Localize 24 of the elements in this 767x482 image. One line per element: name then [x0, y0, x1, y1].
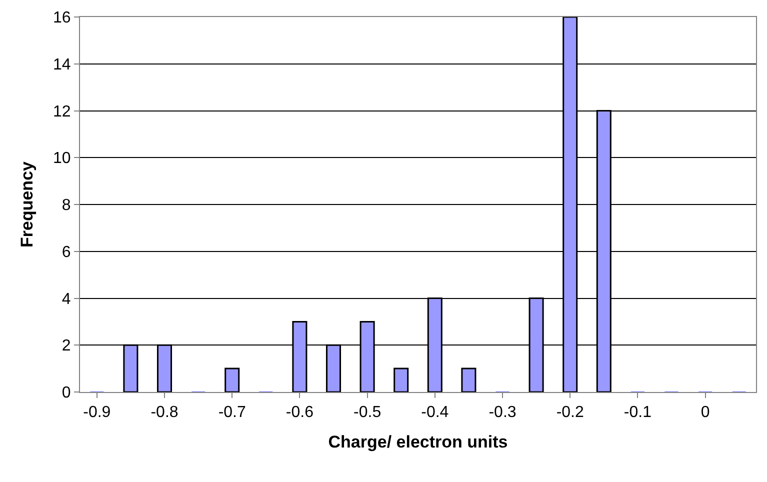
y-tick-label: 4 — [62, 290, 71, 308]
x-tick-label: -0.9 — [83, 404, 111, 422]
x-tick-label: -0.6 — [286, 404, 314, 422]
bar — [224, 368, 240, 392]
y-tick-label: 12 — [53, 103, 71, 120]
x-tick-label: -0.8 — [150, 404, 178, 422]
x-tick-label: 0 — [700, 404, 710, 422]
x-tick-label: -0.7 — [218, 404, 246, 422]
y-tick-label: 10 — [53, 150, 71, 168]
y-tick-label: 2 — [62, 338, 71, 355]
y-tick-label: 0 — [62, 384, 71, 402]
y-axis-title: Frequency — [18, 160, 37, 248]
x-tick-label: -0.5 — [354, 404, 382, 422]
bar — [461, 368, 476, 392]
x-axis-title: Charge/ electron units — [328, 432, 508, 452]
y-tick-label: 14 — [53, 56, 71, 74]
x-tick-label: -0.1 — [624, 404, 652, 422]
x-tick-label: -0.4 — [421, 404, 449, 422]
y-tick-label: 16 — [53, 10, 71, 27]
x-tick-label: -0.3 — [488, 404, 516, 422]
x-tick-label: -0.2 — [556, 404, 584, 422]
bar — [394, 368, 409, 392]
y-tick-label: 8 — [62, 197, 71, 214]
y-tick-label: 6 — [62, 244, 71, 261]
